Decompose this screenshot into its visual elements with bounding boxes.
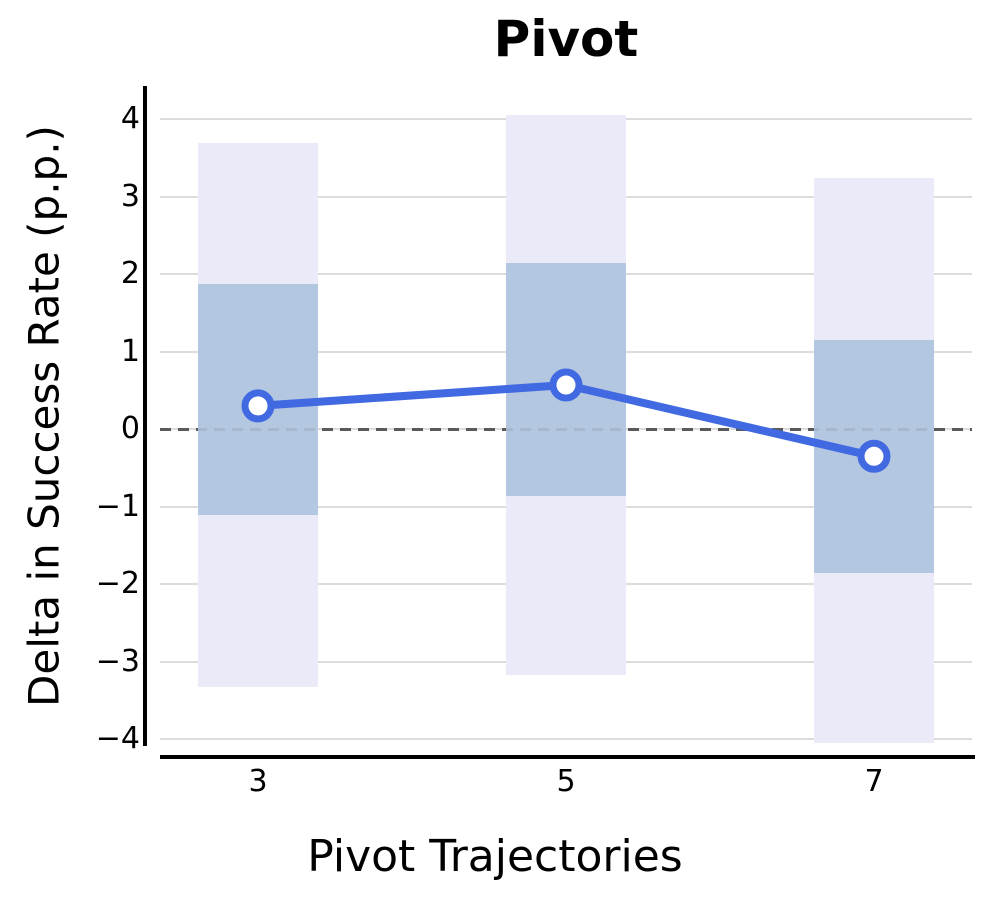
- x-tick-label: 7: [864, 764, 884, 799]
- band-outer-segment: [814, 178, 934, 341]
- y-tick-label: 2: [120, 256, 140, 292]
- data-point-marker: [241, 389, 275, 423]
- x-axis-spine: [160, 755, 975, 759]
- y-tick-label: −3: [95, 643, 140, 679]
- y-tick-label: −4: [95, 721, 140, 757]
- y-tick-label: 3: [120, 178, 140, 214]
- data-point-marker: [549, 368, 583, 402]
- x-tick-label: 3: [248, 764, 268, 799]
- data-point-marker: [857, 439, 891, 473]
- zero-line-overlay: [160, 427, 972, 431]
- y-tick-label: 4: [120, 101, 140, 137]
- x-axis-label: Pivot Trajectories: [307, 831, 683, 882]
- y-axis-spine: [143, 86, 147, 746]
- band-outer-segment: [814, 573, 934, 743]
- gridline: [160, 738, 972, 741]
- band-outer-segment: [506, 115, 626, 263]
- x-tick-label: 5: [556, 764, 576, 799]
- line-series: [241, 368, 891, 473]
- chart-title: Pivot: [493, 10, 639, 68]
- y-tick-label: −2: [95, 566, 140, 602]
- band-outer-segment: [198, 515, 318, 688]
- band-outer-segment: [506, 495, 626, 675]
- y-tick-label: 1: [120, 333, 140, 369]
- band-outer-segment: [198, 142, 318, 285]
- y-tick-label: −1: [95, 488, 140, 524]
- plot-area: [160, 86, 972, 746]
- y-tick-label: 0: [120, 411, 140, 447]
